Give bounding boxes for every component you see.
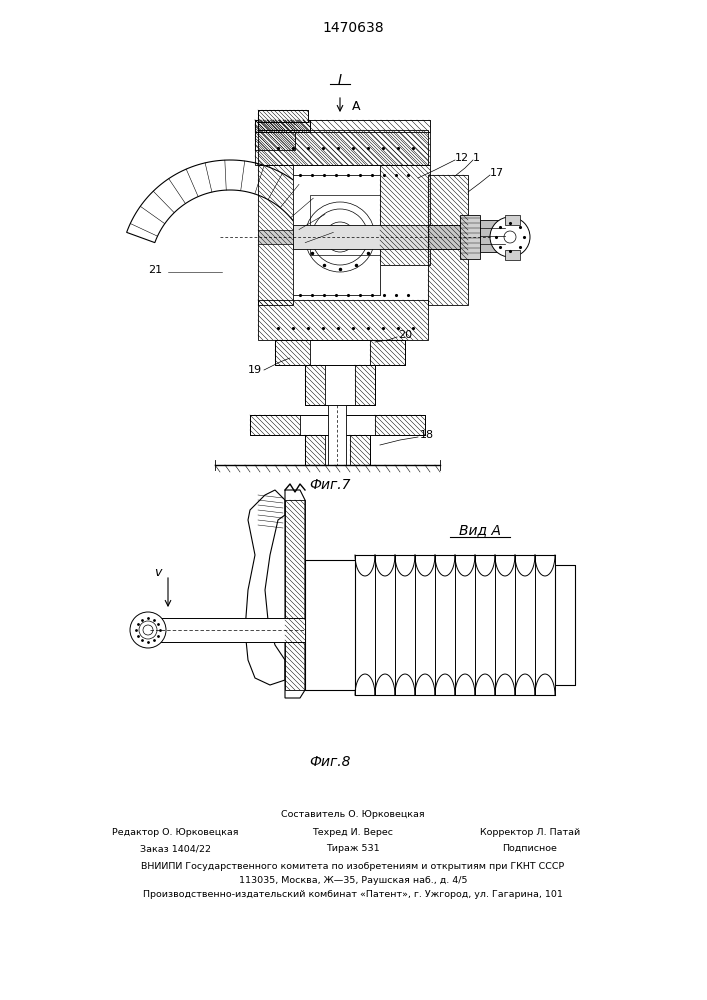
Bar: [370, 340, 405, 365]
Text: 1: 1: [473, 153, 480, 163]
Bar: [255, 120, 310, 132]
Text: I: I: [338, 73, 342, 87]
Bar: [275, 340, 405, 365]
Polygon shape: [285, 490, 305, 698]
Text: Производственно-издательский комбинат «Патент», г. Ужгород, ул. Гагарина, 101: Производственно-издательский комбинат «П…: [143, 890, 563, 899]
Text: 19: 19: [248, 365, 262, 375]
Bar: [380, 165, 430, 265]
Text: 1470638: 1470638: [322, 21, 384, 35]
Text: Составитель О. Юрковецкая: Составитель О. Юрковецкая: [281, 810, 425, 819]
Circle shape: [504, 231, 516, 243]
Text: Заказ 1404/22: Заказ 1404/22: [139, 844, 211, 853]
Bar: [255, 120, 430, 165]
Text: v: v: [154, 566, 162, 578]
Text: Фиг.7: Фиг.7: [309, 478, 351, 492]
Bar: [258, 110, 308, 122]
Bar: [350, 435, 370, 465]
Bar: [255, 120, 295, 150]
Bar: [293, 175, 380, 295]
Bar: [375, 415, 425, 435]
Text: Вид А: Вид А: [459, 523, 501, 537]
Bar: [293, 225, 493, 249]
Bar: [250, 415, 300, 435]
Text: 17: 17: [490, 168, 504, 178]
Bar: [258, 110, 308, 122]
Text: Техред И. Верес: Техред И. Верес: [312, 828, 394, 837]
Bar: [505, 250, 520, 260]
Bar: [305, 365, 325, 405]
Text: Фиг.8: Фиг.8: [309, 755, 351, 769]
Text: 12: 12: [455, 153, 469, 163]
Bar: [150, 618, 305, 642]
Text: 18: 18: [420, 430, 434, 440]
Bar: [555, 565, 575, 685]
Bar: [428, 175, 468, 305]
Bar: [305, 365, 375, 405]
Bar: [480, 220, 505, 252]
Circle shape: [130, 612, 166, 648]
Text: ВНИИПИ Государственного комитета по изобретениям и открытиям при ГКНТ СССР: ВНИИПИ Государственного комитета по изоб…: [141, 862, 565, 871]
Bar: [258, 300, 428, 340]
Circle shape: [490, 217, 530, 257]
Bar: [255, 120, 430, 132]
Bar: [328, 405, 346, 465]
Bar: [258, 130, 428, 165]
Text: 113035, Москва, Ж—35, Раушская наб., д. 4/5: 113035, Москва, Ж—35, Раушская наб., д. …: [239, 876, 467, 885]
Bar: [258, 120, 310, 130]
Bar: [305, 435, 325, 465]
Bar: [428, 225, 508, 249]
Text: Корректор Л. Патай: Корректор Л. Патай: [480, 828, 580, 837]
Bar: [505, 215, 520, 225]
Bar: [285, 500, 305, 690]
Bar: [305, 435, 370, 465]
Text: Редактор О. Юрковецкая: Редактор О. Юрковецкая: [112, 828, 238, 837]
Text: A: A: [352, 101, 361, 113]
Polygon shape: [293, 175, 380, 295]
Bar: [275, 340, 310, 365]
Bar: [460, 215, 480, 259]
Bar: [258, 165, 293, 305]
Bar: [250, 415, 425, 435]
Bar: [355, 365, 375, 405]
Text: Подписное: Подписное: [503, 844, 557, 853]
Bar: [258, 230, 293, 244]
Text: Тираж 531: Тираж 531: [326, 844, 380, 853]
Polygon shape: [245, 490, 285, 685]
Polygon shape: [127, 160, 337, 249]
Text: 21: 21: [148, 265, 162, 275]
Polygon shape: [258, 120, 310, 130]
Text: 20: 20: [398, 330, 412, 340]
Bar: [305, 560, 355, 690]
